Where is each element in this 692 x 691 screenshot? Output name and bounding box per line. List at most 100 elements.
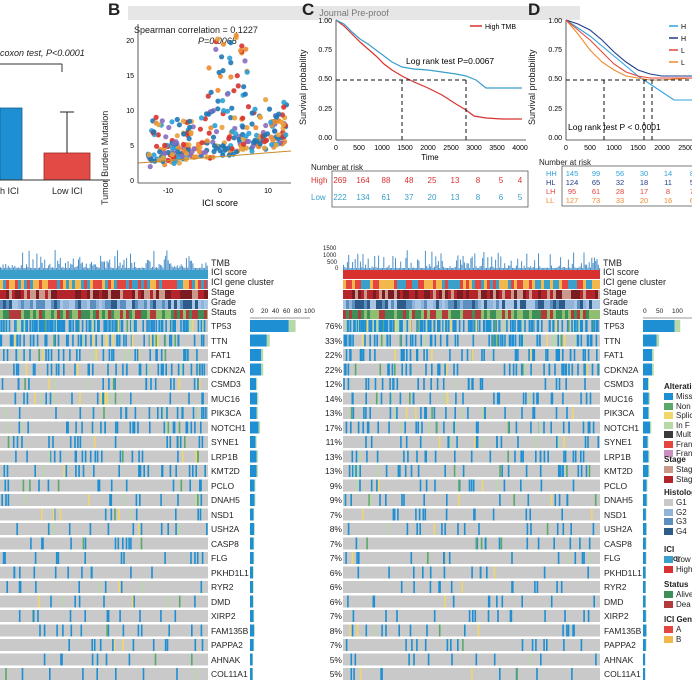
gene-frequency-bar [643,610,646,622]
mutation-mark [558,378,561,390]
mutation-mark [352,610,355,622]
mutation-mark [492,334,495,347]
d-risk-value: 20 [640,196,648,205]
annotation-cell [189,300,192,309]
mutation-mark [571,363,574,376]
gene-percentage: 7% [329,538,342,549]
tmb-bar [523,265,525,270]
annotation-cell [493,300,496,309]
gene-percentage: 9% [329,480,342,491]
mutation-mark [540,479,543,492]
mutation-mark [417,320,419,332]
mutation-mark [201,436,204,448]
annotation-cell [541,300,544,309]
mutation-mark [493,320,495,332]
gene-frequency-bar-other [646,624,647,637]
mutation-mark [532,407,534,419]
annotation-cell [484,280,487,289]
annotation-cell [69,300,72,309]
annotation-cell [168,310,171,319]
annotation-cell [391,310,394,319]
mutation-mark [467,320,470,332]
tmb-bar [93,264,95,270]
tmb-bar [58,263,60,270]
mutation-mark [38,479,40,492]
mutation-mark [98,581,101,593]
mutation-mark [199,508,202,521]
mutation-mark [514,320,516,332]
tmb-bar [398,268,400,270]
mutation-mark [415,421,417,434]
legend-stage-title: Stage [664,455,686,464]
scatter-point [174,116,180,123]
mutation-mark [462,465,465,477]
annotation-cell [72,300,75,309]
tmb-bar [499,267,500,270]
annotation-cell [159,310,162,319]
annotation-cell [114,310,117,319]
tmb-bar [159,264,161,270]
annotation-cell [108,280,111,289]
gene-frequency-bar [643,653,646,666]
annotation-cell [541,310,544,319]
mutation-mark [130,320,132,332]
mutation-mark [559,465,561,477]
scatter-point [169,152,175,158]
annotation-cell [192,310,195,319]
annotation-cell [48,300,51,309]
mutation-mark [72,334,74,347]
annotation-cell [493,280,496,289]
mutation-mark [20,421,23,434]
mutation-mark [54,378,57,390]
annotation-cell [129,280,132,289]
d-risk-label-ll: LL [546,196,554,205]
annotation-cell [409,310,412,319]
mutation-mark [38,320,41,332]
mutation-mark [514,450,516,463]
mutation-mark [161,407,163,419]
mutation-mark [499,465,501,477]
mutation-mark [204,465,206,477]
annotation-cell [508,290,511,299]
annotation-cell [454,280,457,289]
mutation-mark [420,407,422,419]
annotation-cell [466,290,469,299]
annotation-cell [475,300,478,309]
tmb-bar [26,264,27,270]
gene-frequency-bar [250,363,262,376]
mutation-mark [525,508,528,521]
mutation-mark [376,450,379,463]
mutation-mark [416,523,418,535]
annotation-cell [39,280,42,289]
gene-label: PCLO [211,480,235,491]
mutation-mark [202,334,205,347]
mutation-mark [409,624,412,637]
c-risk-low-0: 222 [333,193,347,202]
mutation-mark [373,595,376,608]
tmb-bar [35,267,37,270]
scatter-point [283,132,289,138]
gene-label-right: CSMD3 [604,379,634,389]
annotation-cell [117,310,120,319]
mutation-mark [481,349,483,361]
mutation-mark [555,349,558,361]
mutation-mark [198,436,201,448]
mutation-mark [415,407,417,419]
annotation-cell [361,290,364,299]
tmb-bar [518,267,520,270]
tmb-bar [376,267,378,270]
mutation-mark [396,320,398,332]
annotation-cell [412,290,415,299]
mutation-mark [150,378,152,390]
scatter-point [228,60,234,66]
track-label-grade: Grade [211,297,237,307]
mutation-mark [579,320,582,332]
mutation-mark [409,363,412,376]
tmb-bar [508,265,510,270]
annotation-cell [27,290,30,299]
tmb-bar [476,267,478,270]
annotation-cell [349,280,352,289]
annotation-cell [484,300,487,309]
mutation-mark [522,363,524,376]
mutation-mark [65,465,68,477]
